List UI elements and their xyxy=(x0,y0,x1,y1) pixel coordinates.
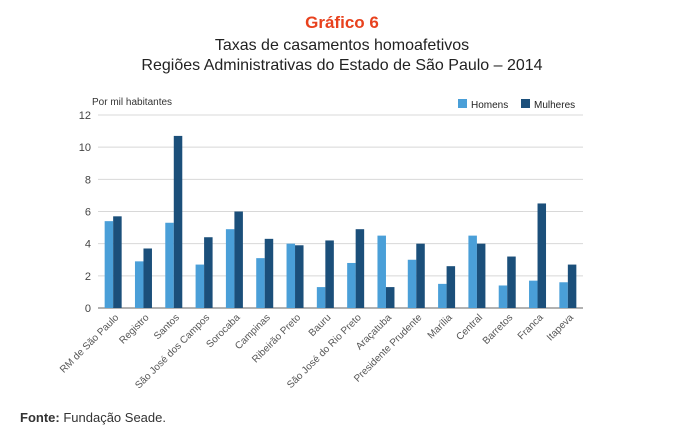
bar-mulheres-ribeirao-preto xyxy=(295,245,304,308)
x-tick-label-marilia: Marília xyxy=(426,312,455,341)
y-tick-label-2: 2 xyxy=(85,271,91,283)
y-tick-label-8: 8 xyxy=(85,174,91,186)
bar-mulheres-sao-jose-dos-campos xyxy=(204,237,213,308)
x-tick-label-registro: Registro xyxy=(117,312,151,346)
bar-mulheres-sorocaba xyxy=(234,211,243,308)
bar-homens-ribeirao-preto xyxy=(286,243,296,308)
bar-homens-rm-de-sao-paulo xyxy=(104,221,114,308)
y-axis-ticks: 0 2 4 6 8 10 12 xyxy=(79,110,91,315)
source-text: Fundação Seade. xyxy=(63,410,166,425)
bar-mulheres-itapeva xyxy=(567,264,577,308)
bar-homens-barretos xyxy=(498,285,508,308)
bar-mulheres-bauru xyxy=(325,240,334,308)
chart-title: Taxas de casamentos homoafetivos xyxy=(214,37,470,54)
x-tick-label-bauru: Bauru xyxy=(307,312,334,339)
bar-mulheres-campinas xyxy=(264,238,274,308)
legend-swatch-mulheres xyxy=(521,99,530,108)
legend-label-mulheres: Mulheres xyxy=(534,100,575,111)
chart-subtitle: Regiões Administrativas do Estado de São… xyxy=(141,57,543,74)
bar-homens-presidente-prudente xyxy=(407,259,417,308)
bar-homens-central xyxy=(468,235,477,308)
y-tick-label-4: 4 xyxy=(85,239,91,251)
bar-homens-campinas xyxy=(256,258,265,308)
chart-number: Gráfico 6 xyxy=(305,13,379,32)
y-tick-label-10: 10 xyxy=(79,142,91,154)
y-tick-label-0: 0 xyxy=(85,303,91,315)
y-tick-label-6: 6 xyxy=(85,207,91,219)
legend-label-homens: Homens xyxy=(471,100,508,111)
bar-homens-bauru xyxy=(316,287,326,308)
x-tick-label-barretos: Barretos xyxy=(481,312,516,347)
bar-mulheres-registro xyxy=(143,248,152,308)
bar-mulheres-presidente-prudente xyxy=(416,243,425,308)
bar-homens-sorocaba xyxy=(225,229,235,308)
x-tick-label-rm-de-sao-paulo: RM de São Paulo xyxy=(58,312,122,376)
bar-mulheres-barretos xyxy=(507,256,516,308)
bar-homens-franca xyxy=(529,280,538,308)
legend-swatch-homens xyxy=(458,99,467,108)
bar-homens-santos xyxy=(165,222,174,308)
x-tick-label-itapeva: Itapeva xyxy=(545,312,576,343)
bar-homens-marilia xyxy=(438,283,447,308)
x-tick-label-franca: Franca xyxy=(516,312,546,342)
bar-mulheres-aracatuba xyxy=(385,287,395,308)
source-note: Fonte: Fundação Seade. xyxy=(20,410,166,425)
bar-mulheres-santos xyxy=(173,135,183,308)
bar-homens-sao-jose-do-rio-preto xyxy=(347,262,356,308)
bars xyxy=(104,135,577,308)
bar-chart: 0 2 4 6 8 10 12 Por mil habitantes RM de São P… xyxy=(58,97,583,391)
y-tick-label-12: 12 xyxy=(79,110,91,122)
legend: Homens Mulheres xyxy=(458,99,575,111)
source-label: Fonte: xyxy=(20,410,60,425)
bar-mulheres-central xyxy=(476,243,486,308)
bar-mulheres-rm-de-sao-paulo xyxy=(113,216,122,308)
bar-mulheres-marilia xyxy=(446,266,456,308)
bar-homens-sao-jose-dos-campos xyxy=(195,264,205,308)
bar-mulheres-sao-jose-do-rio-preto xyxy=(355,229,365,308)
x-tick-label-santos: Santos xyxy=(152,312,182,342)
bar-homens-registro xyxy=(134,261,144,308)
bar-homens-itapeva xyxy=(559,282,568,308)
bar-mulheres-franca xyxy=(537,203,547,308)
y-axis-label: Por mil habitantes xyxy=(92,97,172,108)
bar-homens-aracatuba xyxy=(377,235,386,308)
